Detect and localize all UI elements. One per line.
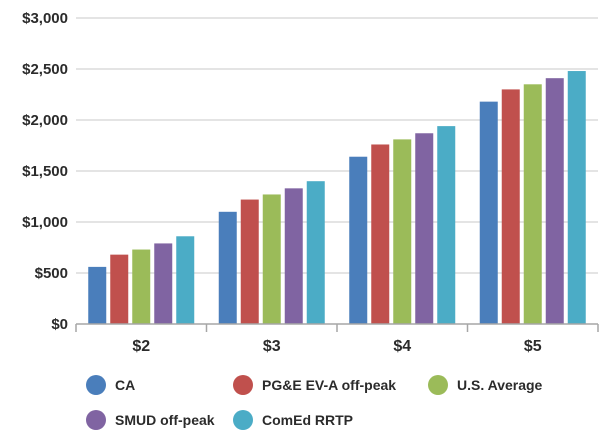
bar (306, 181, 325, 324)
bar (371, 144, 390, 324)
bar (479, 101, 498, 324)
y-tick-label: $2,000 (22, 112, 68, 129)
y-axis-tick-labels: $0 $500 $1,000 $1,500 $2,000 $2,500 $3,000 (22, 10, 68, 333)
bar (88, 266, 107, 324)
legend: CA PG&E EV-A off-peak U.S. Average SMUD off… (86, 375, 543, 430)
x-axis-tick-labels: $2 $3 $4 $5 (75, 324, 599, 355)
y-tick-label: $3,000 (22, 10, 68, 27)
bar (240, 199, 259, 324)
bar (110, 254, 129, 324)
legend-marker (233, 410, 253, 430)
legend-label: SMUD off-peak (115, 412, 215, 428)
y-tick-label: $1,500 (22, 163, 68, 180)
y-tick-label: $0 (51, 316, 68, 333)
x-tick-label: $2 (132, 338, 150, 355)
legend-label: CA (115, 377, 135, 393)
legend-label: PG&E EV-A off-peak (262, 377, 396, 393)
x-tick-label: $4 (393, 338, 411, 355)
bar (545, 78, 564, 325)
legend-marker (86, 410, 106, 430)
legend-marker (233, 375, 253, 395)
legend-label: U.S. Average (457, 377, 543, 393)
bar (501, 89, 520, 325)
bars (88, 71, 586, 325)
y-tick-label: $1,000 (22, 214, 68, 231)
bar (437, 126, 456, 325)
y-tick-label: $500 (35, 265, 68, 282)
bar (262, 194, 281, 324)
x-tick-label: $5 (524, 338, 542, 355)
bar (393, 139, 412, 324)
bar (284, 188, 303, 324)
bar (132, 249, 151, 324)
legend-marker (86, 375, 106, 395)
x-tick-label: $3 (263, 338, 281, 355)
y-tick-label: $2,500 (22, 61, 68, 78)
legend-label: ComEd RRTP (262, 412, 353, 428)
bar (523, 84, 542, 324)
bar (567, 71, 586, 324)
bar (349, 156, 368, 324)
bar (415, 133, 434, 324)
bar (176, 236, 195, 324)
bar (218, 211, 237, 324)
legend-marker (428, 375, 448, 395)
bar (154, 243, 173, 324)
